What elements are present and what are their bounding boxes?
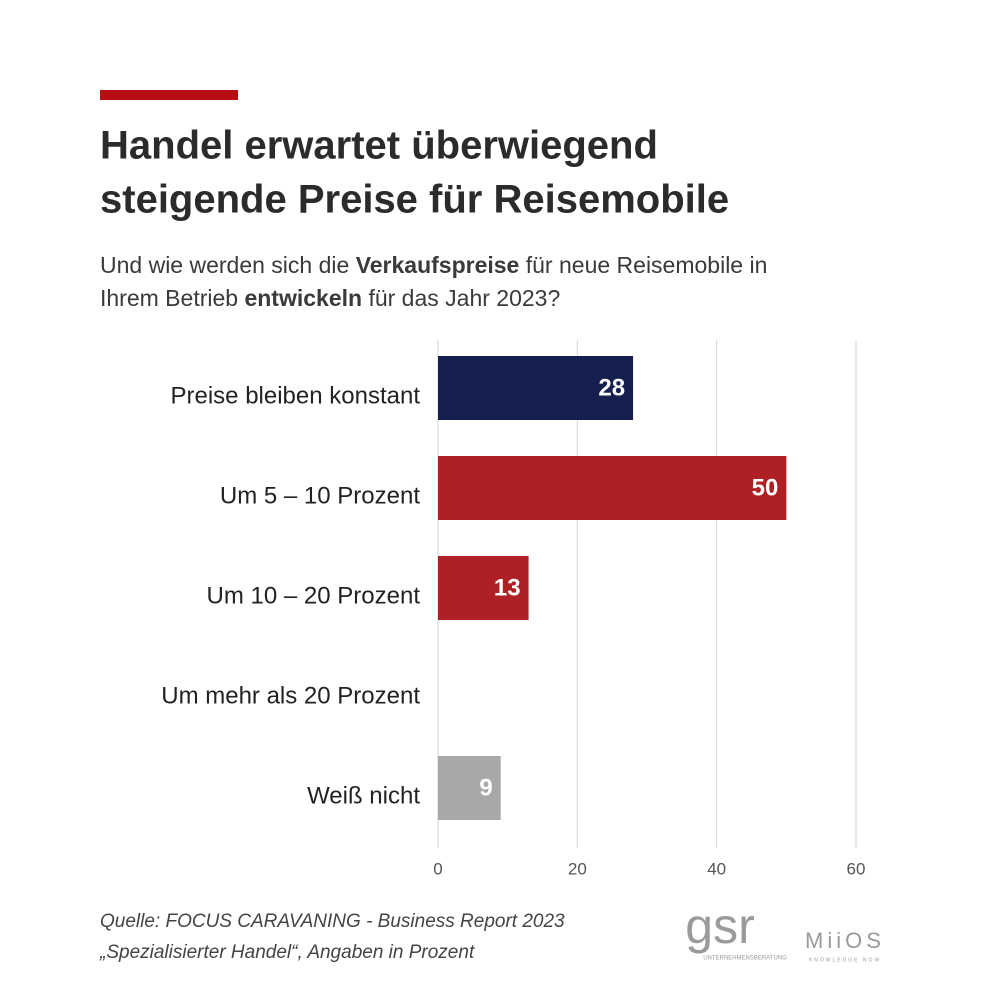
value-label: 28 — [598, 374, 625, 401]
subtitle-line: Ihrem Betrieb entwickeln für das Jahr 20… — [100, 285, 560, 311]
chart-title-line: Handel erwartet überwiegend — [100, 124, 658, 168]
value-label: 50 — [752, 474, 779, 501]
subtitle-segment: Und wie werden sich die — [100, 252, 356, 278]
logo: MiiOS — [805, 928, 885, 953]
value-label: 13 — [494, 574, 521, 601]
x-tick-label: 0 — [433, 859, 442, 878]
subtitle-segment: für das Jahr 2023? — [362, 285, 560, 311]
accent-bar — [100, 90, 238, 100]
y-tick-label: Preise bleiben konstant — [171, 382, 421, 409]
source: Quelle: FOCUS CARAVANING - Business Repo… — [100, 911, 565, 932]
x-tick-label: 60 — [847, 859, 866, 878]
source: „Spezialisierter Handel“, Angaben in Pro… — [99, 942, 475, 963]
bar — [438, 456, 787, 520]
y-tick-label: Weiß nicht — [307, 782, 420, 809]
x-tick-label: 20 — [568, 859, 587, 878]
plot: 0 20 40 60 Preise bleiben konstant 28 Um 5 – 1… — [161, 340, 865, 878]
logo: gsr — [685, 898, 754, 954]
value-label: 9 — [479, 774, 492, 801]
logo-tagline: KNOWLEDGE NOW — [809, 957, 881, 963]
bar — [438, 756, 501, 820]
y-tick-label: Um mehr als 20 Prozent — [161, 682, 420, 709]
bar — [438, 356, 634, 420]
subtitle-segment: Ihrem Betrieb — [100, 285, 244, 311]
subtitle-segment: entwickeln — [244, 285, 362, 311]
bar — [438, 556, 529, 620]
y-tick-label: Um 5 – 10 Prozent — [220, 482, 420, 509]
x-tick-label: 40 — [707, 859, 726, 878]
subtitle-segment: Verkaufspreise — [356, 252, 520, 278]
subtitle-line: Und wie werden sich die Verkaufspreise f… — [100, 252, 767, 278]
logo-tagline: UNTERNEHMENSBERATUNG — [703, 956, 787, 962]
subtitle: Und wie werden sich die Verkaufspreise f… — [100, 252, 767, 311]
subtitle-segment: für neue Reisemobile in — [519, 252, 767, 278]
y-tick-label: Um 10 – 20 Prozent — [207, 582, 421, 609]
chart-title-line: steigende Preise für Reisemobile — [100, 178, 729, 222]
